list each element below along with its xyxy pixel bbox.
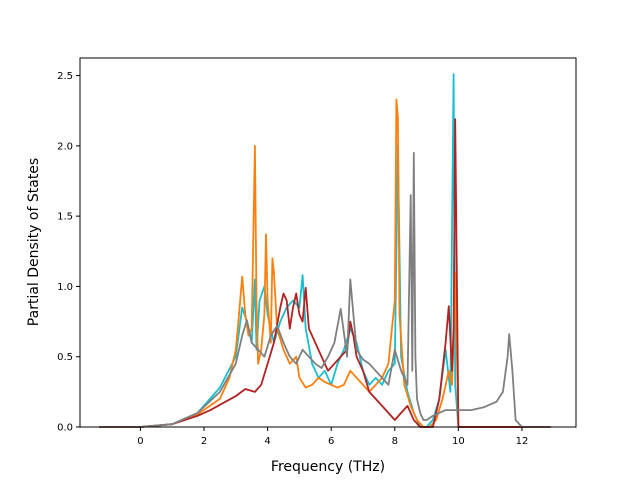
plot-frame (79, 57, 577, 428)
y-tick-label: 0.0 (57, 423, 73, 434)
y-tick-label: 2.0 (57, 141, 73, 152)
y-tick-label: 1.5 (57, 212, 73, 223)
y-tick-label: 0.5 (57, 352, 73, 363)
y-axis-ticks: 0.0 0.5 1.0 1.5 2.0 2.5 (57, 71, 80, 434)
x-tick-label: 8 (392, 436, 398, 447)
x-tick-label: 2 (201, 436, 207, 447)
x-axis-title: Frequency (THz) (271, 459, 385, 475)
series-line-3 (99, 118, 551, 428)
series-layer (99, 73, 551, 428)
x-tick-label: 6 (328, 436, 334, 447)
x-tick-label: 12 (516, 436, 529, 447)
x-tick-label: 10 (452, 436, 465, 447)
plot-area (80, 58, 576, 427)
x-tick-label: 4 (264, 436, 270, 447)
y-axis-title: Partial Density of States (26, 158, 42, 326)
x-tick-label: 0 (137, 436, 143, 447)
series-line-2 (99, 98, 551, 428)
y-tick-label: 1.0 (57, 282, 73, 293)
x-axis-ticks: 0 2 4 6 8 10 12 (137, 427, 528, 447)
series-line-4 (99, 151, 551, 428)
y-tick-label: 2.5 (57, 71, 73, 82)
